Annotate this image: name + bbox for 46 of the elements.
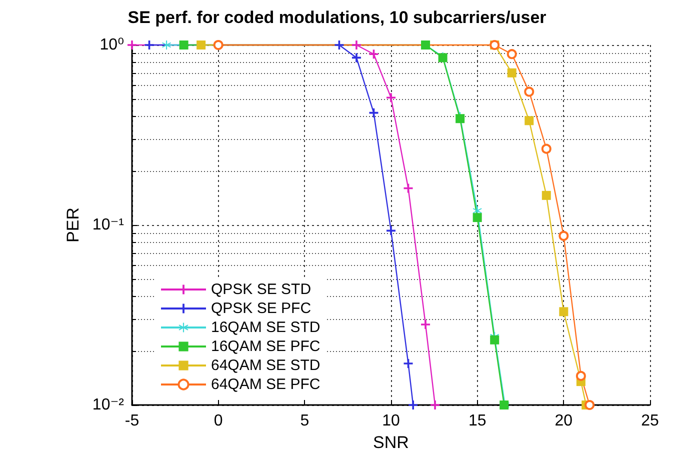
point [430, 400, 440, 410]
chart-title: SE perf. for coded modulations, 10 subcarriers/user [128, 8, 547, 27]
legend-label: 16QAM SE PFC [211, 338, 320, 355]
point [352, 40, 361, 50]
x-tick-label: -5 [124, 412, 140, 430]
point [179, 40, 188, 50]
point [352, 53, 361, 62]
x-tick-label: 0 [214, 412, 223, 430]
x-tick-label: 25 [641, 412, 659, 430]
point [542, 190, 551, 200]
point [386, 226, 396, 236]
x-tick-label: 5 [300, 412, 310, 430]
point [558, 230, 569, 241]
point [472, 213, 482, 222]
x-tick-label: 20 [554, 412, 573, 430]
point [559, 307, 568, 316]
y-tick-label: 10⁻¹ [92, 216, 124, 234]
point [386, 93, 396, 102]
x-axis-title: SNR [373, 432, 409, 452]
legend-label: 64QAM SE PFC [211, 376, 320, 393]
point [490, 335, 500, 344]
y-tick-label: 10⁻² [92, 396, 125, 414]
point [576, 370, 586, 381]
point [541, 144, 552, 154]
legend-label: QPSK SE STD [211, 281, 312, 298]
legend-label: 64QAM SE STD [211, 357, 320, 374]
point [524, 86, 534, 97]
point [213, 40, 224, 50]
y-axis-title: PER [64, 208, 83, 242]
point [584, 400, 595, 410]
point [421, 320, 430, 330]
legend-label: QPSK SE PFC [211, 300, 312, 317]
point [404, 359, 413, 368]
point [524, 116, 534, 126]
legend-label: 16QAM SE STD [211, 319, 320, 336]
point [196, 40, 206, 50]
point [144, 40, 154, 50]
point [408, 400, 418, 410]
point [334, 40, 344, 50]
x-tick-label: 15 [468, 412, 486, 430]
x-tick-label: 10 [382, 412, 400, 430]
point [507, 68, 516, 78]
point [162, 40, 172, 50]
point [369, 50, 378, 59]
point [506, 49, 517, 60]
y-tick-label: 10⁰ [100, 36, 124, 54]
